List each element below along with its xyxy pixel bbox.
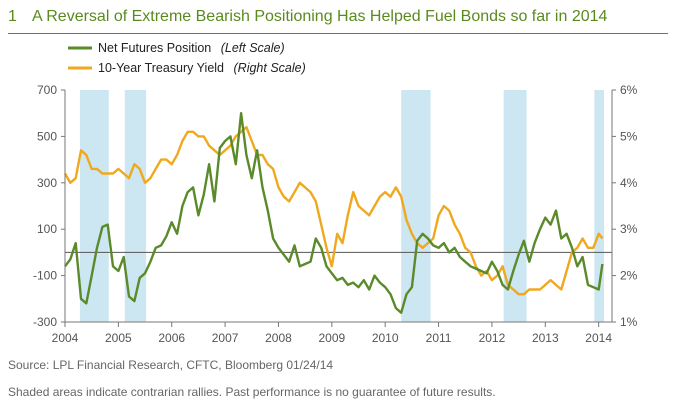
- shaded-periods: [79, 90, 604, 322]
- figure-number: 1: [8, 8, 17, 25]
- right-tick-label: 2%: [620, 269, 638, 283]
- x-tick-label: 2012: [479, 331, 506, 345]
- legend-scale-treasury-yield: (Right Scale): [234, 61, 306, 75]
- left-tick-label: 500: [37, 129, 57, 143]
- left-tick-label: 300: [37, 176, 57, 190]
- x-tick-label: 2004: [52, 331, 79, 345]
- figure-title: A Reversal of Extreme Bearish Positionin…: [32, 8, 608, 25]
- shaded-period-3: [503, 90, 527, 322]
- legend: Net Futures Position (Left Scale) 10-Yea…: [68, 41, 306, 75]
- title-rule: [8, 33, 668, 34]
- shaded-period-0: [79, 90, 109, 322]
- x-tick-label: 2008: [265, 331, 292, 345]
- x-tick-label: 2014: [585, 331, 612, 345]
- right-tick-label: 5%: [620, 129, 638, 143]
- x-tick-label: 2009: [318, 331, 345, 345]
- right-tick-label: 6%: [620, 83, 638, 97]
- left-tick-label: -100: [33, 269, 57, 283]
- legend-entry-net-futures: Net Futures Position (Left Scale): [98, 41, 285, 55]
- x-tick-label: 2013: [532, 331, 559, 345]
- axes: 2004 2005 2006 2007 2008 2009 2010 2011 2012 2013…: [33, 83, 638, 345]
- right-tick-label: 4%: [620, 176, 638, 190]
- x-tick-label: 2007: [212, 331, 239, 345]
- figure-header: 1 A Reversal of Extreme Bearish Position…: [8, 6, 668, 34]
- x-tick-label: 2006: [158, 331, 185, 345]
- shaded-period-4: [594, 90, 604, 322]
- right-tick-label: 1%: [620, 315, 638, 329]
- x-tick-label: 2011: [426, 331, 452, 345]
- left-tick-label: -300: [33, 315, 57, 329]
- left-tick-label: 100: [37, 222, 57, 236]
- x-tick-label: 2005: [105, 331, 132, 345]
- disclaimer-note: Shaded areas indicate contrarian rallies…: [8, 385, 496, 399]
- shaded-period-2: [401, 90, 431, 322]
- x-tick-label: 2010: [372, 331, 399, 345]
- series-line-treasury-yield: [63, 125, 604, 296]
- left-tick-label: 700: [37, 83, 57, 97]
- series-lines: [63, 111, 604, 314]
- legend-label-net-futures: Net Futures Position: [98, 41, 211, 55]
- legend-label-treasury-yield: 10-Year Treasury Yield: [98, 61, 224, 75]
- series-line-net-futures: [64, 111, 604, 314]
- legend-scale-net-futures: (Left Scale): [221, 41, 285, 55]
- legend-entry-treasury-yield: 10-Year Treasury Yield (Right Scale): [98, 61, 306, 75]
- shaded-period-1: [124, 90, 147, 322]
- right-tick-label: 3%: [620, 222, 638, 236]
- source-note: Source: LPL Financial Research, CFTC, Bl…: [8, 358, 334, 372]
